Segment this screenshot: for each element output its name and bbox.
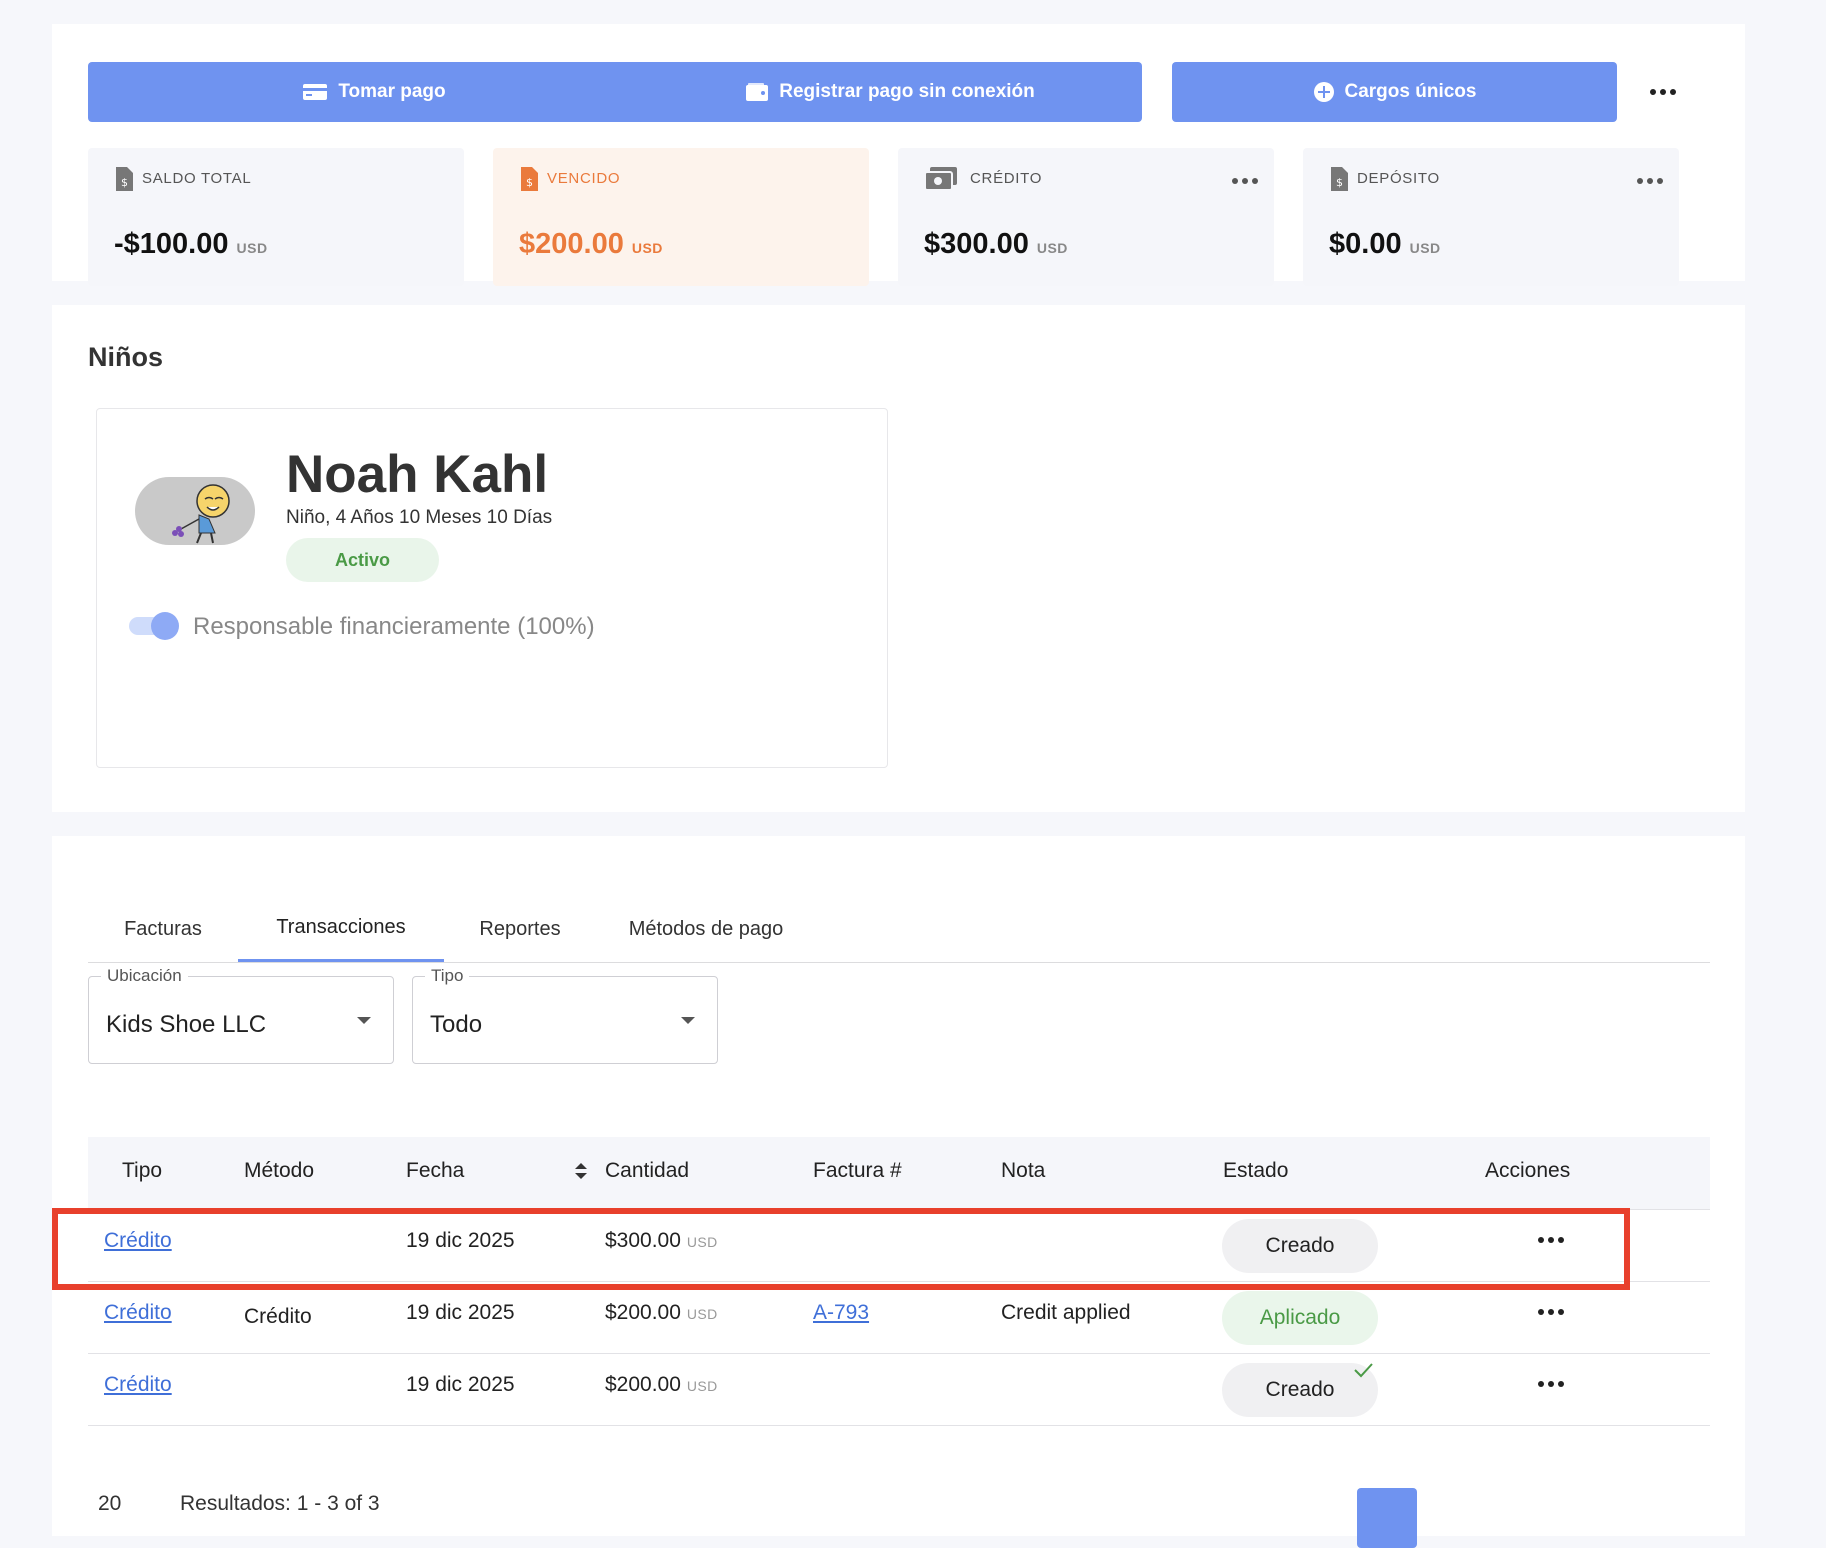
- take-payment-label: Tomar pago: [338, 81, 446, 102]
- balance-card-total: $ SALDO TOTAL -$100.00 USD: [88, 148, 464, 286]
- results-count: Resultados: 1 - 3 of 3: [180, 1492, 380, 1515]
- balance-card-credit: CRÉDITO $300.00 USD: [898, 148, 1274, 286]
- status-badge: Creado: [1222, 1363, 1378, 1417]
- column-header-amount: Cantidad: [605, 1159, 690, 1182]
- column-header-date[interactable]: Fecha: [406, 1159, 465, 1182]
- tab-payment-methods[interactable]: Métodos de pago: [628, 917, 784, 940]
- chevron-down-icon: [357, 1017, 371, 1024]
- toggle-knob: [151, 612, 179, 640]
- tab-invoices[interactable]: Facturas: [124, 917, 202, 940]
- overdue-label: VENCIDO: [547, 170, 621, 187]
- column-header-status: Estado: [1223, 1159, 1289, 1182]
- tab-transactions[interactable]: Transacciones: [238, 896, 444, 962]
- deposit-amount: $0.00 USD: [1329, 228, 1441, 260]
- invoice-dollar-icon: $: [1331, 167, 1348, 191]
- credit-amount: $300.00 USD: [924, 228, 1068, 260]
- transaction-type-link[interactable]: Crédito: [104, 1301, 172, 1324]
- avatar: [135, 477, 255, 545]
- more-actions-icon[interactable]: [1650, 89, 1676, 95]
- svg-text:$: $: [121, 176, 128, 189]
- status-badge: Aplicado: [1222, 1291, 1378, 1345]
- deposit-label: DEPÓSITO: [1357, 170, 1440, 187]
- tab-bar: Facturas Transacciones Reportes Métodos …: [88, 896, 1710, 963]
- offline-payment-label: Registrar pago sin conexión: [779, 81, 1035, 102]
- status-badge: Creado: [1222, 1219, 1378, 1273]
- transaction-amount: $200.00 USD: [605, 1373, 718, 1396]
- chevron-down-icon: [681, 1017, 695, 1024]
- child-info: Niño, 4 Años 10 Meses 10 Días: [286, 507, 553, 528]
- transaction-type-link[interactable]: Crédito: [104, 1373, 172, 1396]
- credit-more-icon[interactable]: [1232, 178, 1258, 184]
- transaction-date: 19 dic 2025: [406, 1301, 515, 1324]
- column-header-method: Método: [244, 1159, 315, 1182]
- balance-card-deposit: $ DEPÓSITO $0.00 USD: [1303, 148, 1679, 286]
- credit-label: CRÉDITO: [970, 170, 1043, 187]
- tab-reports[interactable]: Reportes: [479, 917, 561, 940]
- type-select[interactable]: Tipo Todo: [412, 966, 718, 1064]
- transactions-panel: Facturas Transacciones Reportes Métodos …: [52, 836, 1745, 1548]
- transaction-amount: $200.00 USD: [605, 1301, 718, 1324]
- balance-amount: -$100.00 USD: [114, 228, 268, 260]
- type-select-value: Todo: [430, 1011, 483, 1038]
- take-payment-button[interactable]: Tomar pago: [88, 62, 660, 122]
- status-badge-label: Creado: [1265, 1378, 1335, 1401]
- child-avatar-icon: [172, 484, 230, 544]
- transaction-method: Crédito: [244, 1305, 312, 1328]
- table-header: Tipo Método Fecha Cantidad Factura # Not…: [88, 1137, 1710, 1210]
- row-actions-icon[interactable]: [1538, 1381, 1564, 1387]
- transaction-note: Credit applied: [1001, 1301, 1131, 1324]
- offline-payment-button[interactable]: Registrar pago sin conexión: [638, 62, 1142, 122]
- financial-responsibility-toggle[interactable]: [127, 609, 179, 641]
- credit-card-icon: [303, 84, 328, 100]
- plus-circle-icon: [1313, 82, 1334, 102]
- row-actions-icon[interactable]: [1538, 1237, 1564, 1243]
- type-select-label: Tipo: [425, 966, 470, 986]
- table-row: Crédito Crédito 19 dic 2025 $200.00 USD A…: [88, 1281, 1710, 1354]
- payment-panel: Tomar pago Registrar pago sin conexión C…: [52, 24, 1745, 286]
- svg-text:$: $: [1336, 176, 1343, 189]
- financial-responsibility-label: Responsable financieramente (100%): [193, 613, 595, 640]
- transaction-type-link[interactable]: Crédito: [104, 1229, 172, 1252]
- column-header-invoice: Factura #: [813, 1159, 902, 1182]
- transaction-invoice-link[interactable]: A-793: [813, 1301, 870, 1324]
- next-page-button[interactable]: [1357, 1488, 1417, 1548]
- check-icon: [1354, 1363, 1373, 1378]
- balance-card-overdue: $ VENCIDO $200.00 USD: [493, 148, 869, 286]
- one-time-charges-button[interactable]: Cargos únicos: [1172, 62, 1617, 122]
- child-card[interactable]: Noah Kahl Niño, 4 Años 10 Meses 10 Días …: [96, 408, 888, 768]
- transaction-date: 19 dic 2025: [406, 1229, 515, 1252]
- table-row: Crédito 19 dic 2025 $200.00 USD Creado: [88, 1353, 1710, 1426]
- location-select[interactable]: Ubicación Kids Shoe LLC: [88, 966, 394, 1064]
- transaction-date: 19 dic 2025: [406, 1373, 515, 1396]
- row-actions-icon[interactable]: [1538, 1309, 1564, 1315]
- wallet-icon: [746, 83, 769, 101]
- child-name[interactable]: Noah Kahl: [286, 445, 549, 504]
- column-header-actions: Acciones: [1485, 1159, 1571, 1182]
- transaction-amount: $300.00 USD: [605, 1229, 718, 1252]
- kids-section-title: Niños: [88, 342, 164, 372]
- location-select-value: Kids Shoe LLC: [106, 1011, 267, 1038]
- kids-panel: Niños Noah Kahl Niño, 4 Años 10 Meses 10…: [52, 305, 1745, 812]
- table-row: Crédito 19 dic 2025 $300.00 USD Creado: [88, 1209, 1710, 1282]
- column-header-type: Tipo: [122, 1159, 163, 1182]
- location-select-label: Ubicación: [101, 966, 188, 986]
- invoice-dollar-icon: $: [116, 167, 133, 191]
- deposit-more-icon[interactable]: [1637, 178, 1663, 184]
- column-header-note: Nota: [1001, 1159, 1046, 1182]
- svg-text:$: $: [526, 176, 533, 189]
- balance-label: SALDO TOTAL: [142, 170, 252, 187]
- one-time-charges-label: Cargos únicos: [1344, 81, 1477, 102]
- sort-icon[interactable]: [574, 1162, 588, 1180]
- page-size-select[interactable]: 20: [98, 1492, 122, 1515]
- invoice-dollar-icon: $: [521, 167, 538, 191]
- overdue-amount: $200.00 USD: [519, 228, 663, 260]
- child-status-badge: Activo: [286, 538, 439, 582]
- cash-icon: [924, 167, 957, 191]
